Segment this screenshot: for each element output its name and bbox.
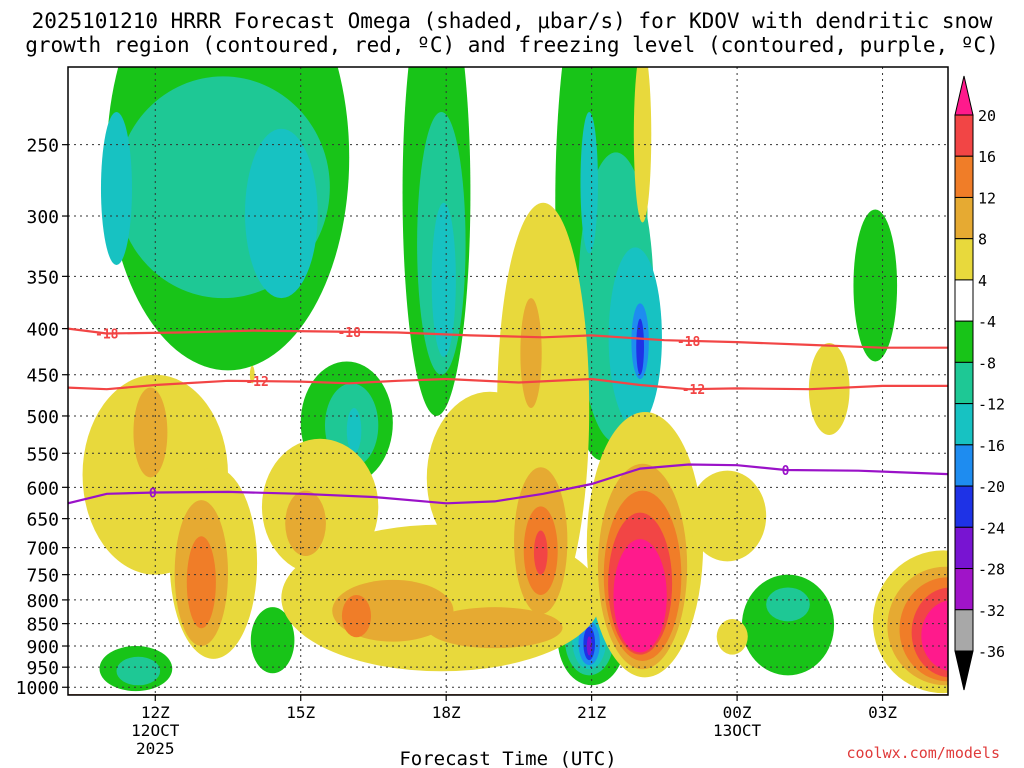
colorbar-label-0: 20 [978, 107, 996, 125]
contour-label--18-2: -18 [677, 335, 701, 350]
x-tick-label-18Z: 18Z [432, 703, 461, 722]
y-tick-label-750: 750 [26, 566, 59, 587]
y-tick-label-800: 800 [26, 591, 59, 612]
temperature-contours: -18 -18 -18 -12 -12 0 0 [68, 326, 948, 505]
colorbar-swatch-8 [954, 403, 974, 446]
contour-line-0 [68, 463, 948, 505]
colorbar-label-8: -16 [978, 437, 1005, 455]
x-tick-label-21Z: 21Z [577, 703, 606, 722]
colorbar: 20 16 12 8 4 -4 -8 -12 -16 -20 -24 -28 -32 -36 [954, 75, 1005, 691]
contour-label--18-0: -18 [95, 327, 119, 342]
omega-region-59 [921, 600, 948, 671]
contour-label--12-1: -12 [682, 383, 705, 398]
colorbar-swatch-7 [954, 361, 974, 405]
colorbar-swatch-12 [954, 568, 974, 611]
x-tick-label-00Z: 00Z [723, 703, 752, 722]
colorbar-label-11: -28 [978, 561, 1005, 579]
colorbar-label-3: 8 [978, 231, 987, 249]
y-tick-label-600: 600 [26, 478, 59, 499]
y-tick-label-1000: 1000 [16, 678, 59, 699]
contour-label--18-1: -18 [337, 326, 361, 341]
omega-region-51 [716, 619, 748, 655]
colorbar-swatch-11 [954, 526, 974, 570]
omega-region-12 [431, 202, 456, 357]
colorbar-swatch-2 [954, 155, 974, 198]
colorbar-swatch-9 [954, 444, 974, 487]
omega-region-39 [341, 594, 372, 638]
x-tick-date-12Z: 12OCT [131, 721, 180, 740]
y-tick-label-400: 400 [26, 320, 59, 341]
grid-lines [68, 67, 948, 695]
omega-region-17 [636, 318, 644, 375]
omega-region-40 [426, 607, 563, 649]
contour-line--18 [68, 327, 948, 349]
colorbar-swatch-6 [954, 320, 974, 363]
y-tick-label-950: 950 [26, 658, 59, 679]
contour-label-0-0: 0 [149, 487, 157, 502]
colorbar-label-4: 4 [978, 272, 987, 290]
x-axis-title: Forecast Time (UTC) [399, 748, 616, 768]
colorbar-label-6: -8 [978, 354, 996, 372]
colorbar-swatch-5 [954, 279, 974, 322]
colorbar-swatch-10 [954, 485, 974, 528]
omega-region-34 [285, 490, 326, 556]
y-tick-label-250: 250 [26, 136, 59, 157]
credit-label: coolwx.com/models [846, 744, 1000, 762]
omega-region-27 [766, 587, 810, 622]
chart-title-line-2: growth region (contoured, red, ºC) and f… [25, 33, 999, 57]
x-tick-label-03Z: 03Z [868, 703, 897, 722]
y-tick-label-700: 700 [26, 539, 59, 560]
colorbar-label-1: 16 [978, 148, 996, 166]
colorbar-top-arrow [954, 75, 974, 116]
colorbar-label-7: -12 [978, 396, 1005, 414]
x-tick-year-12Z: 2025 [136, 739, 175, 758]
colorbar-swatch-3 [954, 196, 974, 240]
omega-region-6 [244, 128, 318, 299]
colorbar-swatch-4 [954, 238, 974, 281]
omega-region-44 [533, 530, 548, 575]
contour-label-0-1: 0 [782, 464, 790, 479]
x-tick-date-00Z: 13OCT [713, 721, 762, 740]
colorbar-label-13: -36 [978, 643, 1005, 661]
omega-region-49 [613, 539, 667, 653]
plot-frame [67, 66, 949, 696]
y-tick-label-900: 900 [26, 637, 59, 658]
omega-region-54 [249, 365, 255, 384]
y-tick-label-500: 500 [26, 407, 59, 428]
colorbar-label-5: -4 [978, 313, 996, 331]
omega-shading [82, 67, 948, 694]
omega-region-30 [133, 387, 168, 478]
colorbar-label-12: -32 [978, 602, 1005, 620]
omega-region-52 [633, 67, 652, 223]
contour-line--12 [68, 377, 948, 391]
y-tick-label-300: 300 [26, 207, 59, 228]
colorbar-swatch-1 [954, 114, 974, 157]
y-tick-label-650: 650 [26, 510, 59, 531]
y-tick-label-450: 450 [26, 366, 59, 387]
x-tick-label-15Z: 15Z [286, 703, 315, 722]
colorbar-label-2: 12 [978, 189, 996, 207]
omega-region-41 [520, 298, 542, 409]
omega-region-25 [586, 636, 592, 656]
y-axis: 2503003504004505005506006507007508008509… [16, 136, 68, 699]
omega-region-18 [580, 112, 598, 254]
y-tick-label-550: 550 [26, 444, 59, 465]
colorbar-bottom-arrow [954, 650, 974, 691]
omega-region-32 [186, 536, 216, 629]
contour-label--12-0: -12 [245, 375, 268, 390]
omega-region-5 [100, 112, 132, 266]
omega-region-9 [346, 408, 362, 454]
x-tick-label-12Z: 12Z [141, 703, 170, 722]
y-tick-label-350: 350 [26, 267, 59, 288]
colorbar-label-9: -20 [978, 478, 1005, 496]
chart-title-line-1: 2025101210 HRRR Forecast Omega (shaded, … [31, 9, 993, 33]
omega-region-1 [116, 656, 161, 686]
omega-region-50 [688, 470, 767, 562]
omega-region-19 [853, 209, 898, 362]
colorbar-swatch-13 [954, 609, 974, 652]
colorbar-label-10: -24 [978, 519, 1005, 537]
y-tick-label-850: 850 [26, 615, 59, 636]
